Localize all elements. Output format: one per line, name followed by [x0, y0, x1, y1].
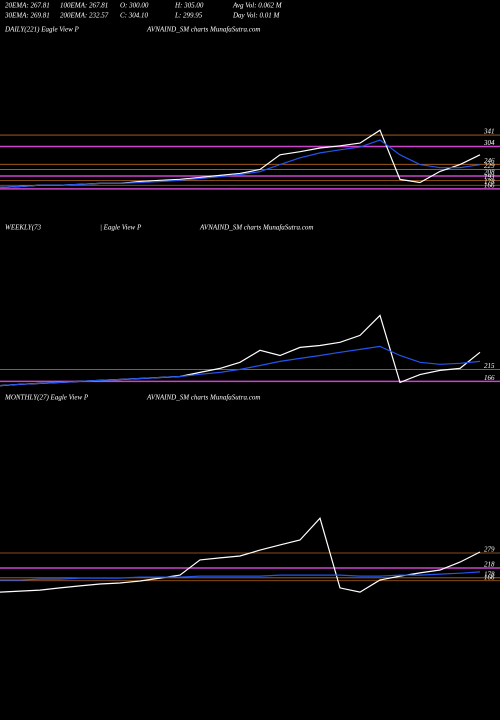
header-stat: C: 304.10 [120, 12, 149, 20]
level-label: 166 [484, 182, 495, 190]
panel-label: | Eagle View P [100, 224, 142, 232]
header-stat: L: 299.95 [174, 12, 203, 20]
price-line [0, 517, 481, 593]
panel-label: AVNAIND_SM charts MunafaSutra.com [146, 394, 260, 402]
level-label: 178 [484, 570, 495, 578]
price-line [0, 139, 481, 188]
panel-label: AVNAIND_SM charts MunafaSutra.com [146, 26, 260, 34]
header-stat: Avg Vol: 0.062 M [232, 2, 283, 10]
header-stat: 200EMA: 232.57 [60, 12, 109, 20]
header-stat: Day Vol: 0.01 M [232, 12, 280, 20]
level-label: 341 [483, 128, 495, 136]
price-line [0, 345, 481, 387]
header-stat: H: 305.00 [174, 2, 204, 10]
price-line [0, 314, 481, 387]
price-line [0, 571, 481, 581]
level-label: 215 [484, 362, 495, 370]
level-label: 178 [484, 178, 495, 186]
level-label: 166 [484, 374, 495, 382]
panel-label: MONTHLY(27) Eagle View P [4, 394, 89, 402]
panel-label: WEEKLY(73 [5, 224, 42, 232]
level-label: 208 [484, 169, 495, 177]
level-label: 246 [484, 157, 495, 165]
header-stat: 20EMA: 267.81 [5, 2, 50, 10]
header-stat: 100EMA: 267.81 [60, 2, 108, 10]
panel-label: AVNAIND_SM charts MunafaSutra.com [199, 224, 313, 232]
panel-label: DAILY(221) Eagle View P [4, 26, 80, 34]
level-label: 193 [484, 173, 495, 181]
level-label: 279 [484, 546, 495, 554]
header-stat: O: 300.00 [120, 2, 149, 10]
level-label: 304 [483, 139, 495, 147]
level-label: 229 [484, 162, 495, 170]
level-label: 218 [484, 561, 495, 569]
level-label: 166 [484, 573, 495, 581]
header-stat: 30EMA: 269.81 [4, 12, 50, 20]
